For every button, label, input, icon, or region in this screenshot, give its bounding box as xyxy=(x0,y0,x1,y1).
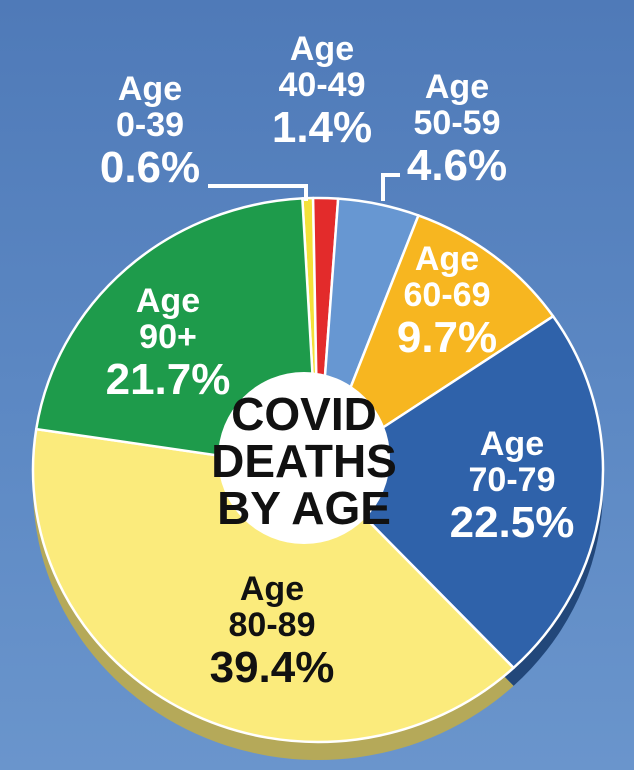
label-range-0-39: 0-39 xyxy=(116,106,184,144)
label-age-word-80-89: Age xyxy=(240,570,304,608)
label-range-40-49: 40-49 xyxy=(279,66,366,104)
label-range-70-79: 70-79 xyxy=(469,461,556,499)
label-age-word-0-39: Age xyxy=(118,70,182,108)
slice-labels: Age0-390.6%Age40-491.4%Age50-594.6%Age60… xyxy=(100,30,575,692)
label-percent-90plus: 21.7% xyxy=(106,355,231,404)
label-percent-80-89: 39.4% xyxy=(210,643,335,692)
label-range-50-59: 50-59 xyxy=(414,104,501,142)
slice-80-89 xyxy=(31,427,515,744)
leader-line-0-39 xyxy=(208,184,308,201)
label-percent-50-59: 4.6% xyxy=(407,141,507,190)
label-percent-70-79: 22.5% xyxy=(450,498,575,547)
label-age-word-60-69: Age xyxy=(415,240,479,278)
leader-lines xyxy=(208,173,400,201)
label-age-word-70-79: Age xyxy=(480,425,544,463)
center-title-line-1: COVID xyxy=(231,388,377,440)
leader-line-50-59 xyxy=(381,173,400,201)
label-percent-0-39: 0.6% xyxy=(100,143,200,192)
label-age-word-40-49: Age xyxy=(290,30,354,68)
label-percent-60-69: 9.7% xyxy=(397,313,497,362)
center-circle xyxy=(218,372,390,544)
slice-70-79 xyxy=(316,315,605,670)
label-range-90plus: 90+ xyxy=(139,318,197,356)
center-title-line-2: DEATHS xyxy=(211,435,397,487)
label-age-word-50-59: Age xyxy=(425,68,489,106)
slice-60-69 xyxy=(316,214,555,472)
label-percent-40-49: 1.4% xyxy=(272,103,372,152)
label-range-80-89: 80-89 xyxy=(229,606,316,644)
label-age-word-90plus: Age xyxy=(136,282,200,320)
center-title-line-3: BY AGE xyxy=(217,482,391,534)
label-range-60-69: 60-69 xyxy=(404,276,491,314)
